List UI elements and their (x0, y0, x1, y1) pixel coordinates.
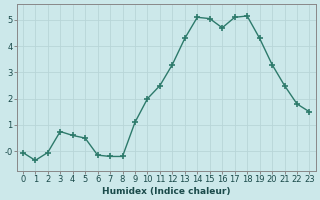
X-axis label: Humidex (Indice chaleur): Humidex (Indice chaleur) (102, 187, 230, 196)
